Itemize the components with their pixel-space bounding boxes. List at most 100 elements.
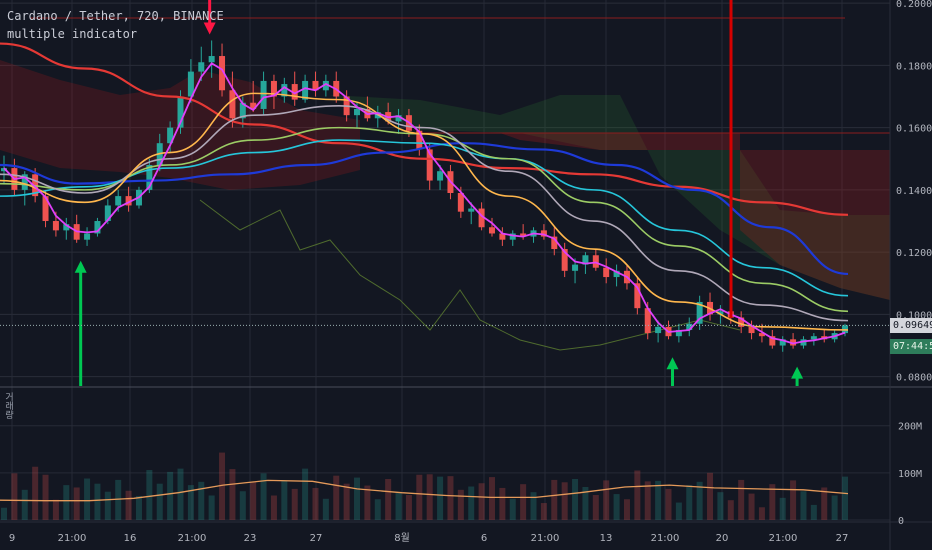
- volume-panel-label: 거래량: [3, 392, 13, 419]
- volume-bar: [447, 476, 454, 520]
- volume-bar: [800, 491, 807, 520]
- volume-bar: [540, 503, 547, 520]
- volume-bar: [94, 483, 101, 520]
- candle-body: [187, 71, 194, 97]
- volume-bar: [416, 474, 423, 520]
- volume-bar: [748, 493, 755, 520]
- volume-bar: [21, 489, 28, 520]
- candle-body: [322, 80, 329, 91]
- candle-body: [94, 221, 101, 234]
- volume-bar: [457, 489, 464, 520]
- volume-bar: [655, 480, 662, 520]
- candle-body: [302, 80, 309, 100]
- candle-body: [779, 339, 786, 346]
- volume-bar: [405, 495, 412, 520]
- volume-bar: [509, 498, 516, 520]
- candle-body: [115, 196, 122, 206]
- candle-body: [561, 249, 568, 271]
- volume-bar: [63, 485, 70, 520]
- candle-body: [395, 115, 402, 122]
- cloud-band-red-2: [500, 133, 740, 150]
- volume-bar: [810, 504, 817, 520]
- candle-body: [478, 208, 485, 228]
- candle-body: [125, 196, 132, 206]
- volume-bar: [156, 483, 163, 520]
- volume-bar: [395, 492, 402, 520]
- candle-body: [686, 323, 693, 330]
- time-tick-label: 6: [481, 533, 487, 544]
- candle-body: [520, 233, 527, 237]
- candle-body: [198, 62, 205, 72]
- candle-body: [21, 174, 28, 190]
- volume-bar: [374, 499, 381, 520]
- volume-bar: [675, 502, 682, 520]
- sell-arrow-head: [203, 22, 216, 35]
- volume-bar: [488, 477, 495, 520]
- time-tick-label: 27: [310, 533, 323, 544]
- volume-bar: [250, 482, 257, 520]
- candle-body: [769, 336, 776, 346]
- volume-bar: [260, 473, 267, 520]
- candle-body: [644, 308, 651, 334]
- candle-body: [800, 339, 807, 346]
- signals-layer: [0, 0, 890, 386]
- time-tick-label: 20: [716, 533, 729, 544]
- time-tick-label: 13: [600, 533, 613, 544]
- time-tick-label: 23: [244, 533, 257, 544]
- candle-body: [758, 333, 765, 337]
- candle-body: [208, 56, 215, 63]
- volume-bar: [52, 499, 59, 520]
- volume-bar: [499, 487, 506, 520]
- volume-bar: [385, 478, 392, 520]
- candle-body: [270, 80, 277, 97]
- moving-average-line: [0, 105, 849, 322]
- moving-average-line: [0, 92, 849, 331]
- volume-bar: [613, 494, 620, 520]
- volume-bar: [644, 481, 651, 520]
- volume-bar: [270, 495, 277, 520]
- candle-body: [738, 317, 745, 327]
- candle-body: [281, 84, 288, 97]
- ma-lines-layer: [0, 42, 849, 345]
- candle-body: [592, 255, 599, 268]
- volume-bar: [167, 471, 174, 520]
- volume-tick-label: 100M: [898, 469, 922, 480]
- candle-body: [655, 326, 662, 334]
- moving-average-line: [0, 126, 849, 313]
- candle-body: [63, 224, 70, 231]
- volume-bar: [187, 485, 194, 520]
- candle-body: [42, 196, 49, 222]
- candle-body: [312, 80, 319, 91]
- volume-bar: [665, 488, 672, 520]
- candle-body: [468, 208, 475, 212]
- time-tick-label: 8월: [394, 532, 410, 544]
- buy-arrow-head: [666, 357, 679, 370]
- candle-body: [603, 267, 610, 278]
- candle-body: [250, 102, 257, 109]
- volume-bar: [769, 484, 776, 520]
- candle-body: [239, 102, 246, 119]
- volume-bar: [73, 487, 80, 520]
- symbol-title: Cardano / Tether, 720, BINANCE: [7, 9, 224, 23]
- volume-bar: [302, 468, 309, 520]
- volume-bar: [520, 484, 527, 520]
- candle-body: [696, 301, 703, 324]
- volume-bar: [104, 491, 111, 520]
- price-tick-label: 0.08000: [896, 373, 932, 384]
- volume-bar: [354, 477, 361, 520]
- candle-body: [790, 339, 797, 346]
- volume-bar: [115, 479, 122, 520]
- volume-bar: [312, 487, 319, 520]
- volume-bar: [707, 472, 714, 520]
- candle-body: [499, 233, 506, 240]
- moving-average-line: [0, 42, 849, 216]
- candle-body: [582, 255, 589, 265]
- candle-body: [177, 96, 184, 128]
- volume-bar: [634, 470, 641, 520]
- volume-bar: [758, 507, 765, 520]
- candle-body: [810, 336, 817, 340]
